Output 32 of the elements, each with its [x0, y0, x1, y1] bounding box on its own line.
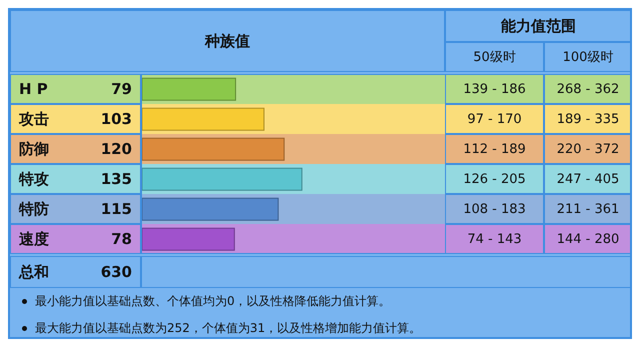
text: 总和	[19, 262, 49, 282]
data-label: 135	[100, 170, 132, 188]
text: 74 - 143	[467, 232, 522, 246]
text: 97 - 170	[467, 112, 522, 126]
text: 630	[100, 263, 132, 281]
text: 189 - 335	[556, 112, 620, 126]
y-tick-label: 特攻	[19, 170, 49, 188]
text: 能力值范围	[501, 16, 576, 36]
text: 268 - 362	[556, 82, 620, 96]
text: 139 - 186	[463, 82, 526, 96]
chart-title: 种族值	[205, 32, 250, 50]
text: 最大能力值以基础点数为252，个体值为31，以及性格增加能力值计算。	[35, 320, 422, 337]
y-tick-label: 特防	[19, 200, 49, 218]
y-tick-label: 防御	[19, 140, 49, 158]
y-tick-label: 攻击	[19, 110, 49, 128]
text: 144 - 280	[556, 232, 620, 246]
text: 最小能力值以基础点数、个体值均为0，以及性格降低能力值计算。	[35, 293, 391, 310]
y-tick-label: 速度	[19, 230, 49, 248]
text: 220 - 372	[556, 142, 620, 156]
y-tick-label: H P	[19, 80, 48, 98]
text: 126 - 205	[463, 172, 526, 186]
text: 247 - 405	[556, 172, 620, 186]
text: 112 - 189	[463, 142, 526, 156]
text: 100级时	[562, 49, 614, 66]
data-label: 103	[100, 110, 132, 128]
text: 50级时	[473, 49, 516, 66]
data-label: 78	[111, 230, 132, 248]
text: 108 - 183	[463, 202, 526, 216]
data-label: 115	[100, 200, 132, 218]
text: 211 - 361	[556, 202, 620, 216]
data-label: 120	[100, 140, 132, 158]
data-label: 79	[111, 80, 132, 98]
